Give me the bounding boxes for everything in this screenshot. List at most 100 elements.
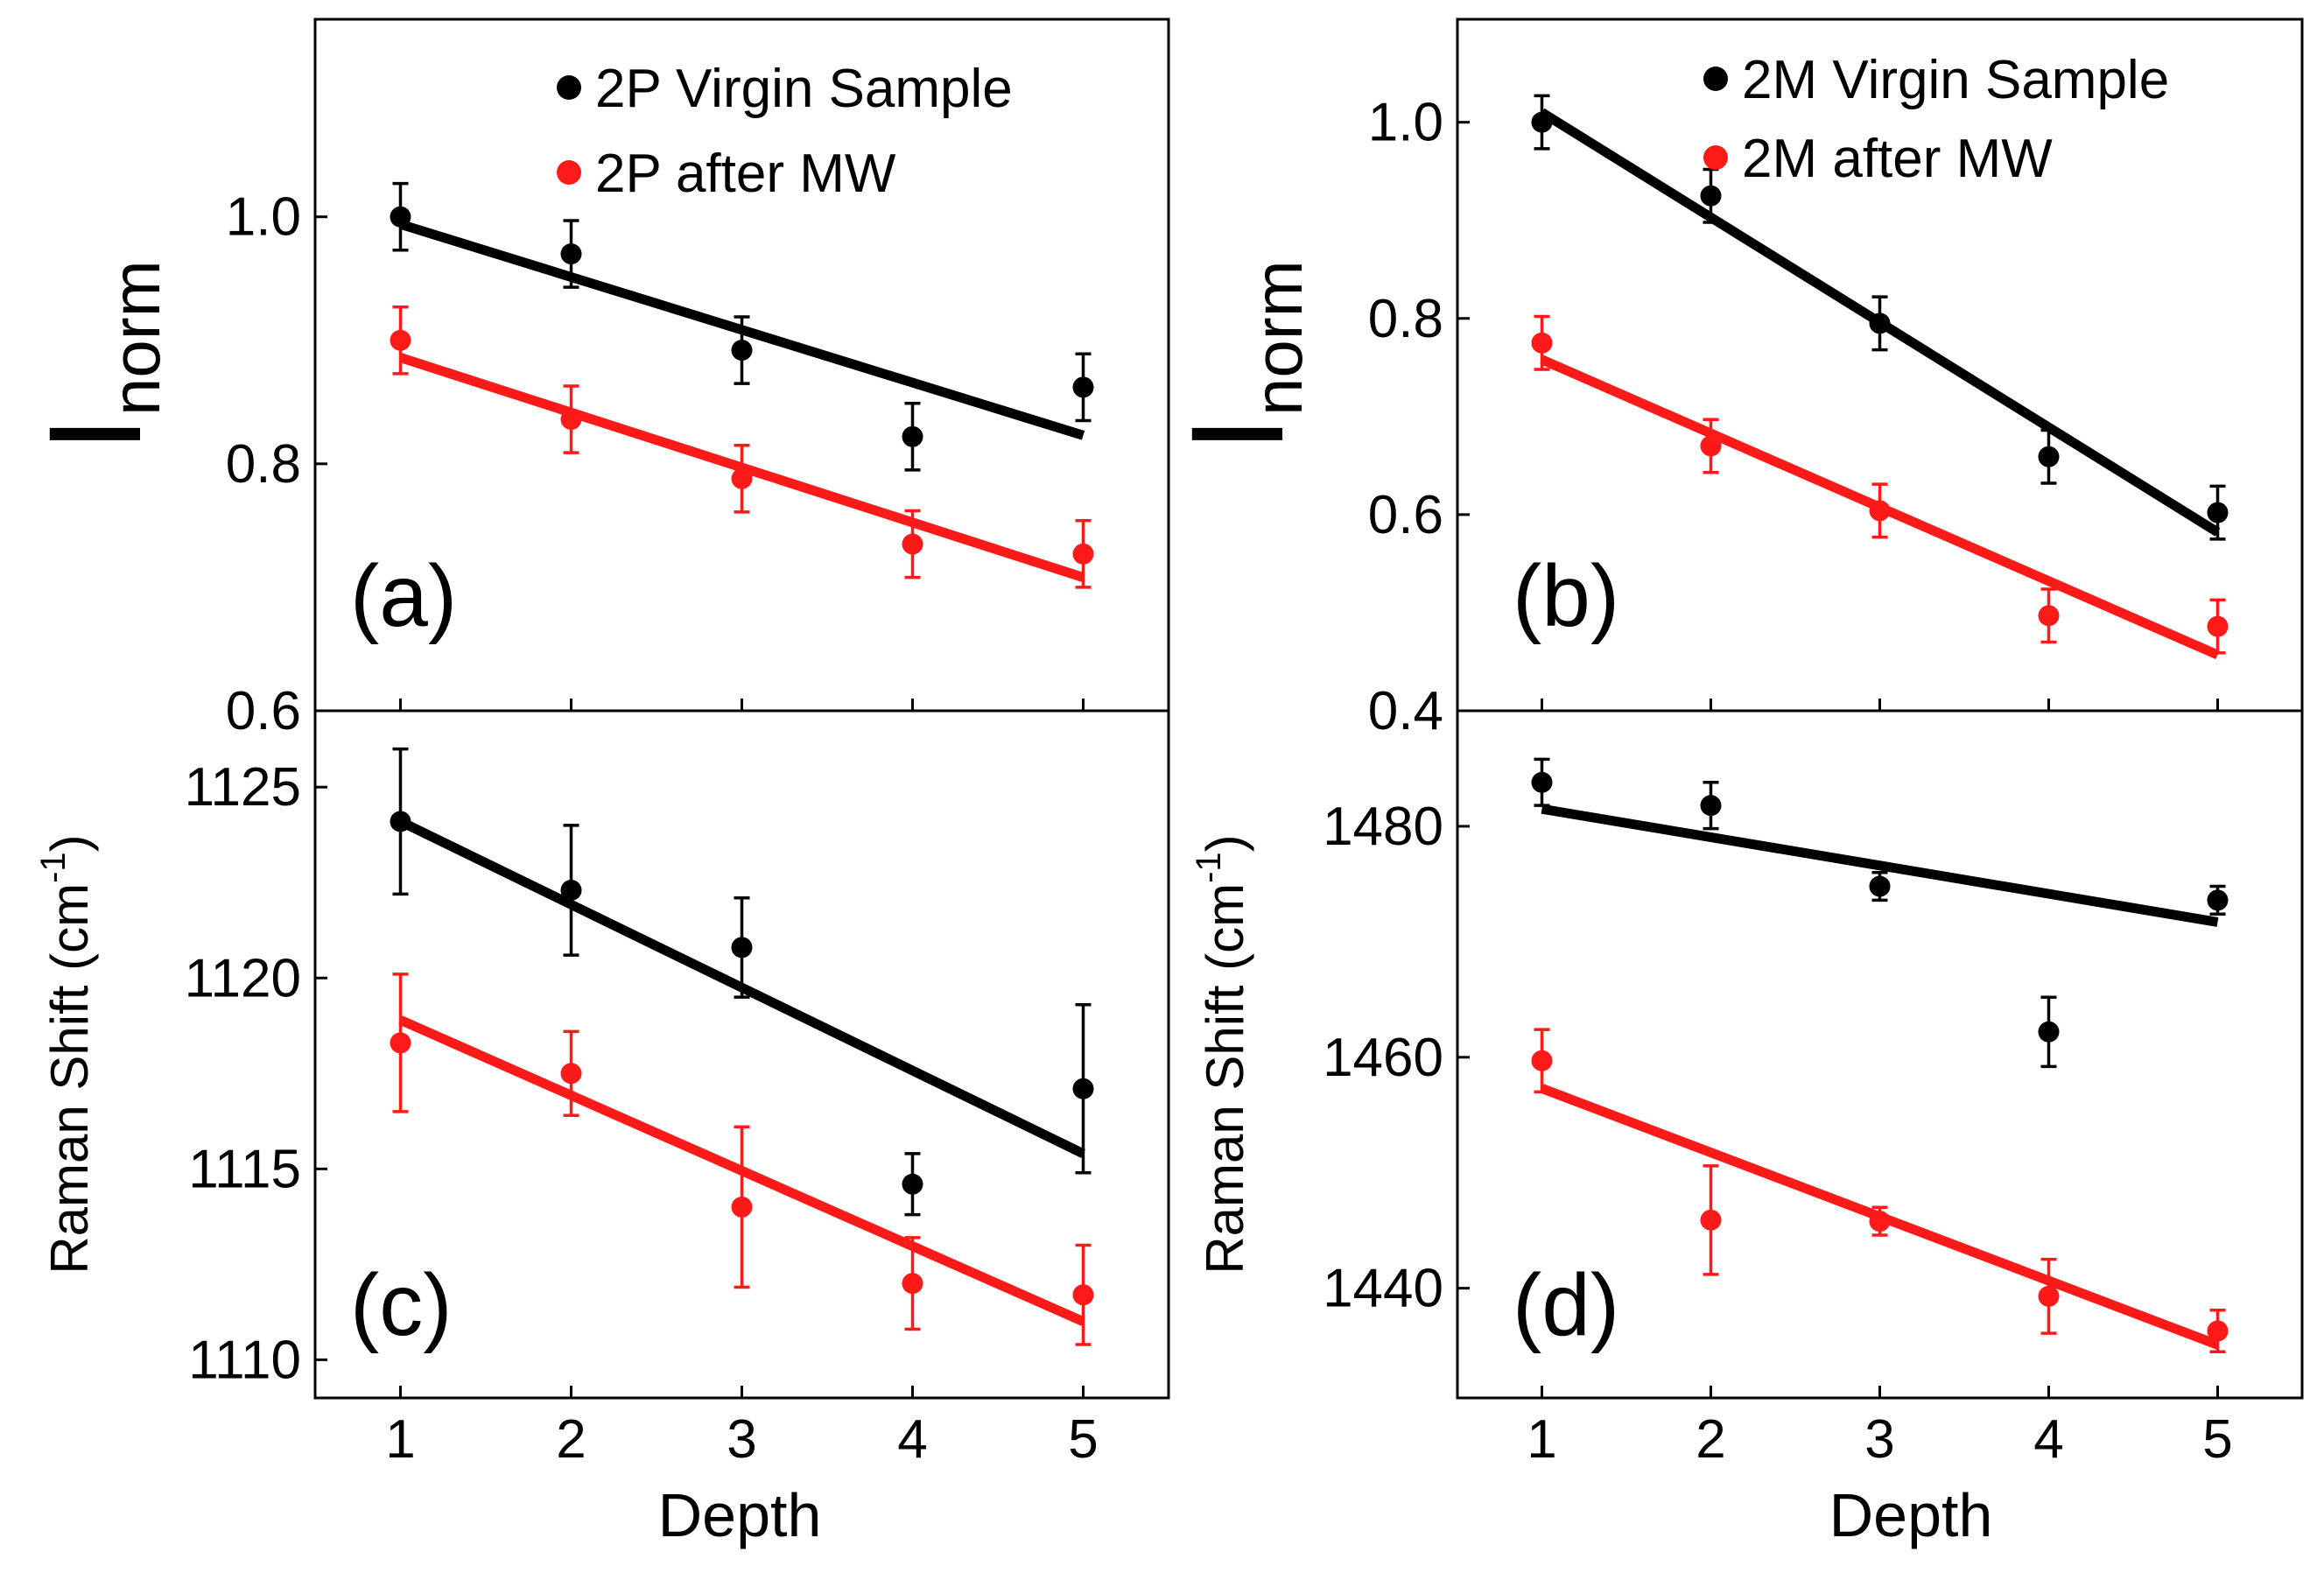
- data-point: [1072, 543, 1094, 565]
- y-tick-label: 1110: [188, 1330, 301, 1390]
- x-tick-label: 1: [1527, 1409, 1556, 1470]
- data-point: [731, 1196, 753, 1218]
- data-point: [1531, 1050, 1553, 1071]
- data-point: [560, 409, 582, 431]
- x-tick-label: 5: [2202, 1409, 2232, 1470]
- y-tick-label: 1.0: [226, 187, 301, 248]
- data-point: [2038, 1285, 2060, 1307]
- data-point: [2207, 502, 2229, 523]
- series-after-mw: [1531, 1028, 2229, 1353]
- x-tick-label: 5: [1068, 1409, 1098, 1470]
- x-axis-title-left: Depth: [658, 1481, 822, 1549]
- y-axis-label-close: ): [40, 834, 99, 852]
- panel-b: 0.4 0.6 0.8 1.0 2M Virgin Sample 2M after MW (…: [1163, 18, 2304, 741]
- data-point: [902, 425, 923, 447]
- y-tick-label: 0.4: [1368, 681, 1443, 741]
- data-point: [1700, 185, 1722, 207]
- data-point: [2038, 605, 2060, 627]
- data-point: [902, 533, 923, 555]
- y-axis-label-sub: norm: [97, 260, 174, 416]
- data-point: [1072, 376, 1094, 398]
- data-point: [902, 1273, 923, 1295]
- y-axis-label: Inorm: [21, 260, 174, 452]
- data-point: [390, 206, 411, 228]
- y-axis-label-text: Raman Shift (cm: [1196, 883, 1254, 1275]
- data-point: [2038, 446, 2060, 467]
- panel-label: (b): [1513, 547, 1619, 645]
- series-virgin: [1531, 757, 2229, 1069]
- data-point: [560, 243, 582, 265]
- data-point: [2038, 1021, 2060, 1043]
- panel-a: 0.6 0.8 1.0 2P Virgin Sample 2P after MW (a) I…: [21, 18, 1170, 741]
- y-axis-label-close: ): [1196, 834, 1254, 852]
- y-tick-label: 1480: [1323, 797, 1443, 857]
- panel-label: (c): [350, 1256, 453, 1354]
- data-point: [1869, 875, 1891, 897]
- data-point: [390, 329, 411, 351]
- data-point: [1869, 1211, 1891, 1232]
- y-tick-label: 1120: [185, 948, 301, 1008]
- series-virgin: [390, 181, 1094, 472]
- series-after-mw: [390, 305, 1094, 589]
- data-point: [731, 340, 753, 362]
- fit-line: [1541, 804, 2219, 927]
- y-axis-label: Raman Shift (cm-1): [34, 834, 99, 1274]
- data-point: [560, 879, 582, 901]
- legend-marker: [1703, 67, 1728, 91]
- y-tick-label: 0.8: [1368, 289, 1443, 349]
- x-tick-label: 2: [1696, 1409, 1725, 1470]
- legend-label: 2P Virgin Sample: [595, 59, 1013, 119]
- y-axis-label-sub: norm: [1239, 260, 1316, 416]
- series-after-mw: [390, 973, 1094, 1346]
- x-tick-label: 2: [556, 1409, 586, 1470]
- legend-label: 2P after MW: [595, 144, 896, 204]
- series-virgin: [1531, 94, 2229, 541]
- panel-c: 1 2 3 4 5 1110 1115 1120 1125 (c) Raman Shift (cm-…: [34, 709, 1170, 1470]
- panel-d: 1 2 3 4 5 1440 1460 1480 (d) Raman Shift (cm-1): [1190, 709, 2304, 1470]
- x-tick-label: 3: [1864, 1409, 1894, 1470]
- x-tick-label: 4: [897, 1409, 927, 1470]
- legend-marker: [557, 160, 581, 185]
- data-point: [2207, 1320, 2229, 1342]
- y-axis-label-sup: -1: [34, 852, 73, 883]
- y-axis-label-text: Raman Shift (cm: [40, 883, 99, 1275]
- legend-label: 2M Virgin Sample: [1742, 50, 2169, 110]
- x-axis-title-right: Depth: [1829, 1481, 1993, 1549]
- data-point: [2207, 889, 2229, 911]
- data-point: [1531, 332, 1553, 354]
- legend-marker: [557, 75, 581, 100]
- y-tick-label: 1.0: [1368, 93, 1443, 153]
- y-axis-label-main: I: [1163, 416, 1310, 453]
- data-point: [902, 1173, 923, 1195]
- data-point: [731, 467, 753, 489]
- data-point: [1072, 1078, 1094, 1099]
- data-point: [1072, 1284, 1094, 1306]
- x-tick-label: 4: [2033, 1409, 2063, 1470]
- data-point: [731, 937, 753, 959]
- y-axis-label-main: I: [21, 416, 168, 453]
- static-text: Depth Depth: [658, 1481, 1993, 1549]
- x-tick-label: 1: [385, 1409, 415, 1470]
- data-point: [1700, 795, 1722, 817]
- y-tick-label: 1125: [185, 757, 301, 818]
- panel-label: (a): [350, 547, 457, 645]
- y-tick-label: 1115: [188, 1139, 301, 1199]
- data-point: [1869, 312, 1891, 334]
- data-point: [1869, 500, 1891, 522]
- y-tick-label: 1440: [1323, 1259, 1443, 1319]
- data-point: [1531, 771, 1553, 793]
- y-axis-label: Inorm: [1163, 260, 1316, 452]
- data-point: [1700, 435, 1722, 457]
- data-point: [1531, 111, 1553, 133]
- x-tick-label: 3: [727, 1409, 756, 1470]
- data-point: [1700, 1209, 1722, 1231]
- series-after-mw: [1531, 314, 2229, 660]
- y-tick-label: 0.8: [226, 434, 301, 495]
- y-tick-label: 0.6: [226, 681, 301, 741]
- y-tick-label: 0.6: [1368, 485, 1443, 545]
- legend-marker: [1703, 145, 1728, 170]
- data-point: [390, 811, 411, 832]
- data-point: [390, 1032, 411, 1054]
- y-tick-label: 1460: [1323, 1028, 1443, 1088]
